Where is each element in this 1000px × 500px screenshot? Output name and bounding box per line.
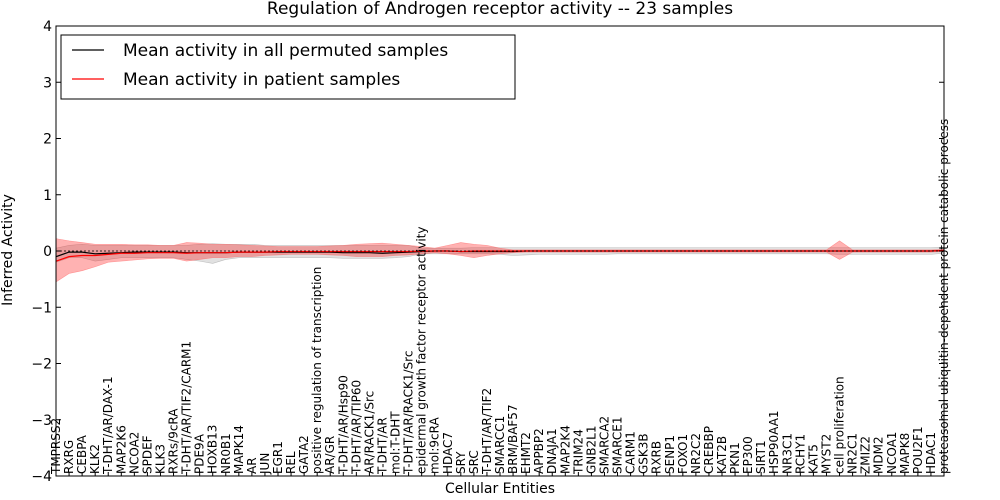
x-category-label: FOXO1 [676,434,690,474]
x-category-label: epidermal growth factor receptor activit… [415,227,429,474]
x-category-label: APPBP2 [532,428,546,474]
band-patient [55,238,945,283]
x-category-label: T-DHT/AR [375,417,389,475]
x-category-label: AR/RACK1/Src [362,391,376,474]
x-category-label: positive regulation of transcription [310,267,324,474]
x-category-label: REL [284,451,298,474]
x-category-label: SIRT1 [754,440,768,474]
x-category-label: BRM/BAF57 [506,404,520,474]
x-category-label: PDE9A [193,433,207,474]
x-category-label: KLK3 [153,444,167,474]
x-category-label: POU2F1 [911,426,925,474]
y-axis-title: Inferred Activity [0,194,16,306]
x-category-label: MAPK14 [232,425,246,474]
x-category-label: SMARCC1 [493,416,507,474]
x-category-label: mol:T-DHT [389,411,403,474]
x-category-label: T-DHT/AR/RACK1/Src [402,351,416,475]
x-category-label: T-DHT/AR/DAX-1 [101,376,115,475]
x-category-label: CEBPA [75,434,89,474]
chart-title: Regulation of Androgen receptor activity… [267,0,733,19]
legend-label-patient: Mean activity in patient samples [123,70,400,90]
x-category-label: MAPK8 [898,433,912,474]
confidence-bands [55,238,945,283]
y-tick-label: −1 [31,300,52,316]
x-category-label: NCOA2 [127,432,141,474]
y-tick-label: 3 [43,75,52,91]
x-category-label: AR [245,457,259,474]
x-category-label: DNAJA1 [545,428,559,474]
x-category-label: T-DHT/AR/TIF2 [480,388,494,475]
x-category-label: KLK2 [88,444,102,474]
x-category-label: JUN [258,453,272,475]
x-category-label: CREBBP [702,426,716,474]
x-category-label: TRIM24 [571,429,585,475]
x-category-label: HDAC1 [924,432,938,474]
x-category-label: EGR1 [271,441,285,474]
x-category-label: T-DHT/AR/TIP60 [349,380,363,475]
x-category-label: NR3C1 [780,433,794,474]
y-tick-label: −3 [31,413,52,429]
legend-box [60,34,516,100]
x-category-label: NR0B1 [219,433,233,474]
x-category-label: HDAC7 [441,432,455,474]
y-axis: −4 −3 −2 −1 0 1 2 3 4 [31,19,944,485]
x-category-label: EHMT2 [519,432,533,474]
x-category-label: proteasomal ubiquitin-dependent protein … [937,119,951,474]
x-category-label: GNB2L1 [584,426,598,474]
x-category-label: AR/GR [323,436,337,474]
x-category-label: HOXB13 [206,425,220,474]
x-category-label: NCOA1 [885,432,899,474]
y-tick-label: 0 [43,244,52,260]
x-axis-title: Cellular Entities [445,481,555,497]
legend: Mean activity in all permuted samples Me… [60,34,516,100]
y-tick-label: 1 [43,188,52,204]
x-category-label: RCHY1 [793,434,807,474]
x-category-label: MYST2 [819,434,833,474]
y-tick-label: 4 [43,19,52,35]
legend-label-permuted: Mean activity in all permuted samples [123,41,448,61]
x-category-label: mol:9cRA [428,417,442,474]
x-category-label: NR2C2 [689,433,703,474]
x-category-label: SENP1 [663,435,677,474]
x-category-label: CARM1 [624,431,638,474]
x-category-label: NR2C1 [846,433,860,474]
y-tick-label: −4 [31,469,52,485]
x-category-label: EP300 [741,436,755,474]
x-category-label: RXRB [650,441,664,474]
x-category-label: GSK3B [637,433,651,474]
x-category-label: T-DHT/AR/TIF2/CARM1 [180,341,194,475]
x-category-label: T-DHT/AR/Hsp90 [336,375,350,475]
x-category-label: RXRs/9cRA [167,408,181,474]
x-category-label: GATA2 [297,435,311,474]
x-category-label: HSP90AA1 [767,410,781,474]
x-category-label: MDM2 [872,436,886,474]
x-category-label: KAT2B [715,436,729,474]
x-category-label: RXRG [62,440,76,474]
x-category-label: SRY [454,451,468,474]
x-category-label: SRC [467,450,481,474]
x-category-label: KAT5 [806,444,820,474]
x-category-label: ZMIZ2 [859,436,873,474]
x-category-label: MAP2K6 [114,425,128,474]
x-category-label: SMARCE1 [611,416,625,474]
y-tick-label: 2 [43,132,52,148]
x-category-label: TMPRSS2 [49,418,63,475]
x-category-label: PKN1 [728,442,742,474]
x-category-label: cell proliferation [833,376,847,474]
x-axis-category-labels: TMPRSS2 RXRG CEBPA KLK2 T-DHT/AR/DAX-1 MAP2K6… [49,119,951,476]
x-category-label: SMARCA2 [597,416,611,474]
y-tick-label: −2 [31,357,52,373]
x-category-label: MAP2K4 [558,425,572,474]
x-category-label: SPDEF [140,435,154,474]
